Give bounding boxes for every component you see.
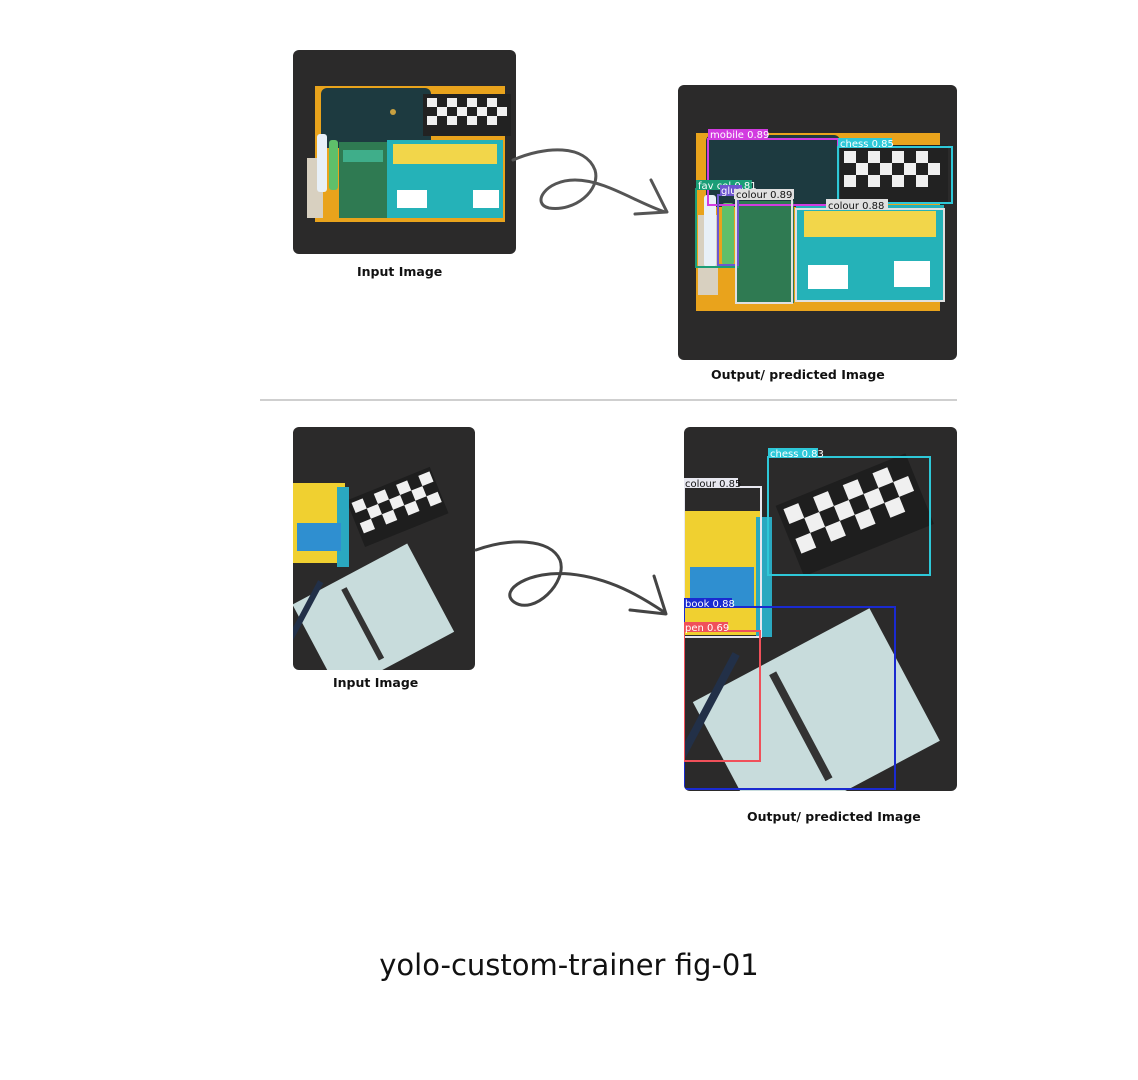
- input-image-2: [293, 427, 475, 670]
- svg-text:glue: glue: [721, 186, 743, 197]
- output-image-1: mobile 0.89 chess 0.85 fav col 0.81 glue…: [678, 85, 957, 360]
- svg-text:chess 0.83: chess 0.83: [770, 449, 824, 460]
- section-divider: [260, 399, 957, 401]
- input-caption-2: Input Image: [333, 675, 419, 690]
- svg-text:chess 0.85: chess 0.85: [840, 139, 894, 150]
- arrow-2: [474, 540, 668, 616]
- svg-text:book 0.88: book 0.88: [685, 599, 735, 610]
- svg-text:colour 0.88: colour 0.88: [828, 201, 884, 212]
- svg-text:pen 0.69: pen 0.69: [685, 623, 729, 634]
- bbox-chess: [767, 456, 931, 576]
- output-caption-1: Output/ predicted Image: [711, 367, 885, 382]
- bbox-chess: [837, 146, 953, 204]
- svg-text:mobile 0.89: mobile 0.89: [710, 130, 769, 141]
- arrow-1: [511, 148, 669, 216]
- input-caption-1: Input Image: [357, 264, 443, 279]
- output-image-2: chess 0.83 colour 0.85 book 0.88 pen 0.6…: [684, 427, 957, 791]
- output-caption-2: Output/ predicted Image: [747, 809, 921, 824]
- svg-text:colour 0.85: colour 0.85: [685, 479, 741, 490]
- figure-title: yolo-custom-trainer fig-01: [379, 948, 759, 982]
- svg-text:colour 0.89: colour 0.89: [736, 190, 792, 201]
- bbox-book: [684, 606, 896, 790]
- input-image-1: [293, 50, 516, 254]
